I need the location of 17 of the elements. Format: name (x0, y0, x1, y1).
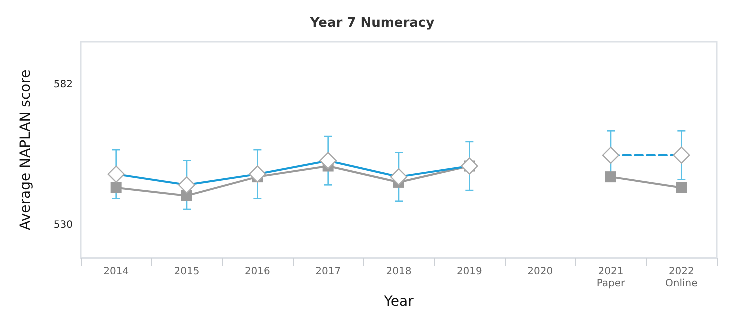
point (606, 172, 616, 183)
point (110, 182, 122, 194)
point (676, 182, 688, 194)
x-tick-label: 2021 Paper (596, 266, 626, 290)
y-axis-title: Average NAPLAN score (18, 70, 34, 230)
x-tick-label: 2018 (386, 266, 412, 278)
x-tick-label: 2014 (104, 266, 130, 278)
y-tick-label: 582 (54, 80, 73, 91)
x-tick-label: 2017 (316, 266, 342, 278)
x-tick-label: 2020 (528, 266, 554, 278)
chart-title: Year 7 Numeracy (309, 16, 436, 31)
x-tick-label: 2022 Online (666, 266, 698, 290)
x-tick-label: 2016 (244, 266, 270, 278)
y-tick-label: 530 (54, 220, 73, 232)
x-axis-title: Year (383, 294, 414, 310)
x-tick-label: 2015 (174, 266, 200, 278)
x-tick-label: 2019 (456, 266, 482, 278)
